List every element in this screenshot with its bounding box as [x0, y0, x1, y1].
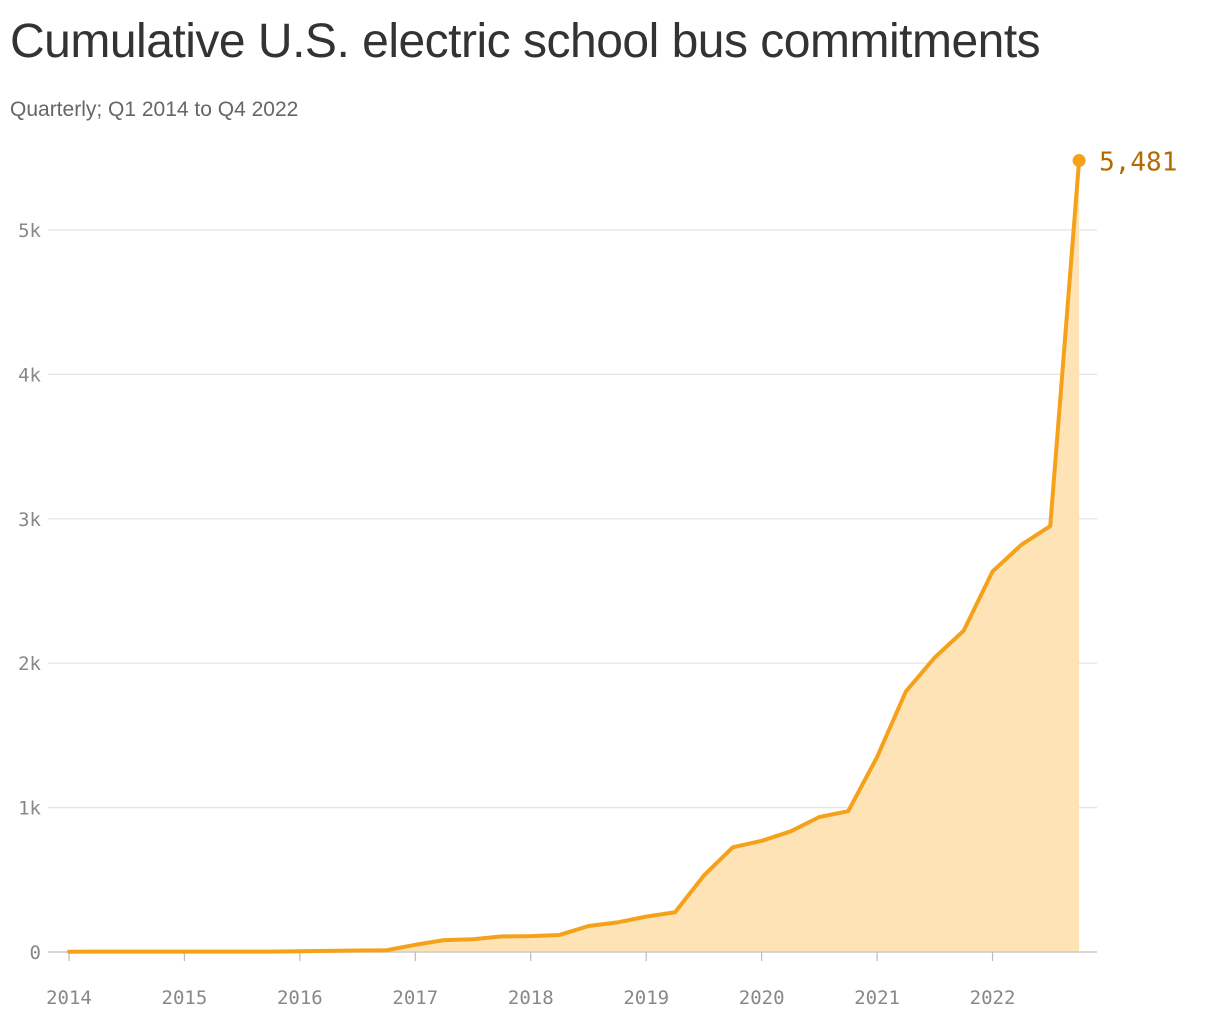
- y-tick-label: 0: [30, 942, 41, 964]
- x-tick-label: 2022: [970, 987, 1016, 1009]
- y-tick-label: 5k: [18, 220, 41, 242]
- area-fill: [69, 160, 1080, 953]
- y-tick-label: 4k: [18, 364, 41, 386]
- y-tick-label: 1k: [18, 798, 41, 820]
- x-tick-label: 2014: [46, 987, 92, 1009]
- y-tick-label: 2k: [18, 653, 41, 675]
- marks: 5,481: [67, 148, 1177, 954]
- area-layer: [69, 160, 1080, 953]
- chart-title: Cumulative U.S. electric school bus comm…: [10, 15, 1041, 68]
- x-tick-label: 2019: [623, 987, 669, 1009]
- x-tick-label: 2015: [162, 987, 208, 1009]
- y-tick-label: 3k: [18, 509, 41, 531]
- x-tick-label: 2020: [739, 987, 785, 1009]
- x-tick-label: 2017: [392, 987, 438, 1009]
- x-tick-label: 2021: [854, 987, 900, 1009]
- x-tick-label: 2018: [508, 987, 554, 1009]
- x-tick-label: 2016: [277, 987, 323, 1009]
- series-line: [67, 158, 1082, 954]
- axes: 0 1k 2k 3k 4k 5k 2014 2015 2016 2017 2018 2019 2020 2…: [18, 220, 1097, 1009]
- end-value-label: 5,481: [1099, 148, 1177, 178]
- chart-subtitle: Quarterly; Q1 2014 to Q4 2022: [10, 98, 299, 121]
- end-point-marker: [1072, 154, 1086, 168]
